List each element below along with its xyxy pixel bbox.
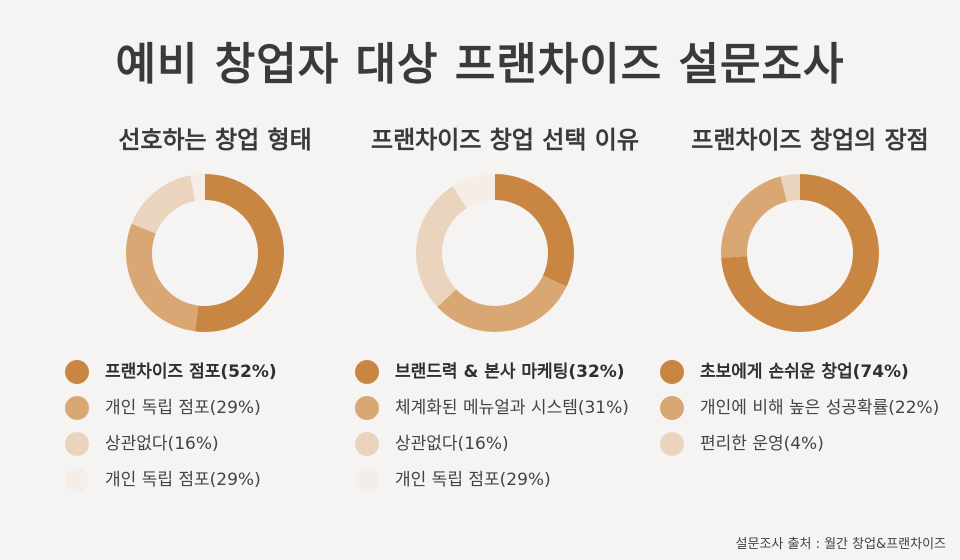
legend-label: 초보에게 손쉬운 창업(74%): [700, 362, 909, 382]
legend-item: 개인 독립 점포(29%): [355, 462, 655, 498]
legend-swatch: [355, 396, 379, 420]
chart-legend: 초보에게 손쉬운 창업(74%) 개인에 비해 높은 성공확률(22%) 편리한 운…: [660, 354, 960, 462]
chart-legend: 브랜드력 & 본사 마케팅(32%) 체계화된 메뉴얼과 시스템(31%) 상관없다…: [355, 354, 655, 498]
legend-item: 편리한 운영(4%): [660, 426, 960, 462]
legend-item: 상관없다(16%): [65, 426, 365, 462]
legend-label: 체계화된 메뉴얼과 시스템(31%): [395, 398, 629, 418]
donut-slice-2: [126, 174, 284, 332]
legend-swatch: [660, 396, 684, 420]
legend-label: 개인에 비해 높은 성공확률(22%): [700, 398, 940, 418]
legend-swatch: [660, 432, 684, 456]
legend-item: 개인 독립 점포(29%): [65, 390, 365, 426]
donut-chart: [126, 174, 284, 332]
legend-label: 상관없다(16%): [105, 434, 219, 454]
legend-item: 개인에 비해 높은 성공확률(22%): [660, 390, 960, 426]
legend-item: 체계화된 메뉴얼과 시스템(31%): [355, 390, 655, 426]
donut-slice-2: [721, 174, 879, 332]
legend-swatch: [355, 432, 379, 456]
legend-swatch: [65, 468, 89, 492]
source-note: 설문조사 출처 : 월간 창업&프랜차이즈: [735, 537, 946, 552]
donut-chart: [416, 174, 574, 332]
legend-item: 프랜차이즈 점포(52%): [65, 354, 365, 390]
legend-item: 초보에게 손쉬운 창업(74%): [660, 354, 960, 390]
legend-label: 개인 독립 점포(29%): [105, 470, 261, 490]
legend-item: 개인 독립 점포(29%): [65, 462, 365, 498]
legend-swatch: [660, 360, 684, 384]
legend-label: 개인 독립 점포(29%): [395, 470, 551, 490]
chart-title: 선호하는 창업 형태: [118, 126, 312, 154]
legend-swatch: [65, 360, 89, 384]
legend-label: 개인 독립 점포(29%): [105, 398, 261, 418]
legend-label: 편리한 운영(4%): [700, 434, 824, 454]
donut-slice-2: [416, 174, 574, 332]
page-title: 예비 창업자 대상 프랜차이즈 설문조사: [115, 39, 845, 90]
legend-swatch: [355, 360, 379, 384]
legend-swatch: [65, 396, 89, 420]
donut-slice-4: [416, 174, 574, 332]
legend-label: 상관없다(16%): [395, 434, 509, 454]
legend-label: 브랜드력 & 본사 마케팅(32%): [395, 362, 625, 382]
donut-slice-3: [416, 174, 574, 332]
donut-slice-3: [721, 174, 879, 332]
chart-title: 프랜차이즈 창업의 장점: [691, 126, 929, 154]
chart-title: 프랜차이즈 창업 선택 이유: [371, 126, 639, 154]
legend-label: 프랜차이즈 점포(52%): [105, 362, 277, 382]
chart-legend: 프랜차이즈 점포(52%) 개인 독립 점포(29%) 상관없다(16%) 개인 독립…: [65, 354, 365, 498]
legend-item: 상관없다(16%): [355, 426, 655, 462]
donut-chart: [721, 174, 879, 332]
legend-item: 브랜드력 & 본사 마케팅(32%): [355, 354, 655, 390]
legend-swatch: [65, 432, 89, 456]
legend-swatch: [355, 468, 379, 492]
donut-slice-4: [126, 174, 284, 332]
